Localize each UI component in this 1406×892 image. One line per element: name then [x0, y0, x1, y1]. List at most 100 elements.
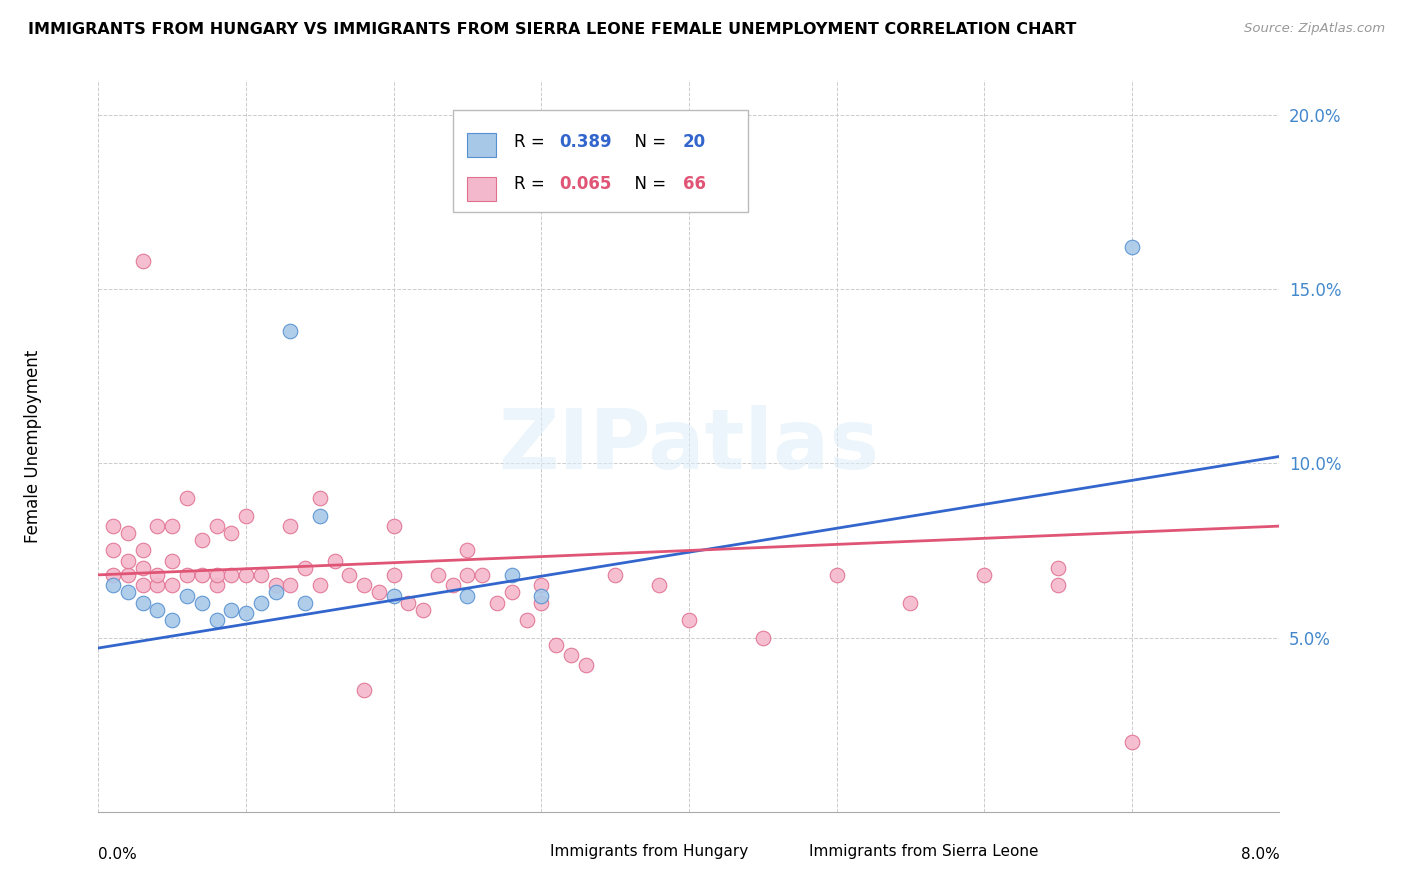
Point — [353, 682, 375, 697]
Point — [205, 578, 228, 592]
Bar — [453, 110, 748, 212]
Point — [132, 596, 155, 610]
Point — [412, 603, 434, 617]
Point — [235, 508, 257, 523]
Point — [308, 508, 332, 523]
Point — [898, 596, 921, 610]
Point — [162, 578, 183, 592]
Point — [278, 324, 301, 338]
Point — [264, 578, 287, 592]
Point — [146, 519, 169, 533]
Point — [146, 603, 169, 617]
Point — [146, 567, 169, 582]
Point — [205, 613, 228, 627]
Text: 8.0%: 8.0% — [1240, 847, 1279, 862]
Text: Female Unemployment: Female Unemployment — [24, 350, 42, 542]
Text: 20: 20 — [683, 134, 706, 152]
Bar — [467, 178, 496, 201]
Point — [337, 567, 360, 582]
Point — [103, 578, 124, 592]
Point — [191, 567, 214, 582]
Point — [191, 533, 214, 547]
Text: ZIPatlas: ZIPatlas — [499, 406, 879, 486]
Point — [235, 606, 257, 620]
Point — [176, 589, 198, 603]
Point — [382, 589, 405, 603]
Point — [103, 543, 124, 558]
Point — [117, 567, 139, 582]
Point — [1121, 240, 1143, 254]
Point — [176, 567, 198, 582]
Point — [825, 567, 848, 582]
Point — [560, 648, 582, 662]
Text: R =: R = — [515, 175, 550, 194]
Point — [278, 578, 301, 592]
Point — [103, 567, 124, 582]
Point — [471, 567, 494, 582]
Point — [205, 519, 228, 533]
Point — [456, 567, 478, 582]
Point — [146, 578, 169, 592]
Point — [219, 603, 242, 617]
Point — [250, 567, 273, 582]
Point — [162, 613, 183, 627]
Point — [205, 567, 228, 582]
Point — [278, 519, 301, 533]
Text: IMMIGRANTS FROM HUNGARY VS IMMIGRANTS FROM SIERRA LEONE FEMALE UNEMPLOYMENT CORR: IMMIGRANTS FROM HUNGARY VS IMMIGRANTS FR… — [28, 22, 1077, 37]
Point — [353, 578, 375, 592]
Point — [501, 567, 523, 582]
Point — [485, 596, 508, 610]
Point — [678, 613, 700, 627]
Point — [308, 491, 332, 506]
Point — [132, 254, 155, 268]
Point — [132, 543, 155, 558]
Point — [250, 596, 273, 610]
Text: 66: 66 — [683, 175, 706, 194]
Text: 0.0%: 0.0% — [98, 847, 138, 862]
Point — [456, 543, 478, 558]
Point — [235, 567, 257, 582]
Text: 0.389: 0.389 — [560, 134, 612, 152]
Point — [1046, 561, 1069, 575]
Point — [162, 554, 183, 568]
Point — [648, 578, 671, 592]
Text: N =: N = — [624, 175, 671, 194]
Point — [308, 578, 332, 592]
Point — [117, 554, 139, 568]
Point — [973, 567, 995, 582]
Point — [396, 596, 419, 610]
Bar — [517, 845, 544, 861]
Point — [103, 519, 124, 533]
Point — [132, 561, 155, 575]
Point — [426, 567, 449, 582]
Point — [544, 638, 567, 652]
Point — [176, 491, 198, 506]
Bar — [778, 845, 803, 861]
Text: 0.065: 0.065 — [560, 175, 612, 194]
Point — [574, 658, 596, 673]
Point — [382, 567, 405, 582]
Point — [264, 585, 287, 599]
Point — [1121, 735, 1143, 749]
Point — [367, 585, 389, 599]
Text: Source: ZipAtlas.com: Source: ZipAtlas.com — [1244, 22, 1385, 36]
Point — [530, 596, 553, 610]
Text: N =: N = — [624, 134, 671, 152]
Point — [132, 578, 155, 592]
Text: Immigrants from Hungary: Immigrants from Hungary — [550, 845, 748, 860]
Text: R =: R = — [515, 134, 550, 152]
Point — [1046, 578, 1069, 592]
Point — [530, 589, 553, 603]
Point — [605, 567, 627, 582]
Point — [294, 561, 316, 575]
Point — [117, 526, 139, 541]
Point — [501, 585, 523, 599]
Point — [162, 519, 183, 533]
Point — [456, 589, 478, 603]
Text: Immigrants from Sierra Leone: Immigrants from Sierra Leone — [810, 845, 1039, 860]
Point — [515, 613, 537, 627]
Point — [530, 578, 553, 592]
Point — [751, 631, 773, 645]
Point — [294, 596, 316, 610]
Point — [323, 554, 346, 568]
